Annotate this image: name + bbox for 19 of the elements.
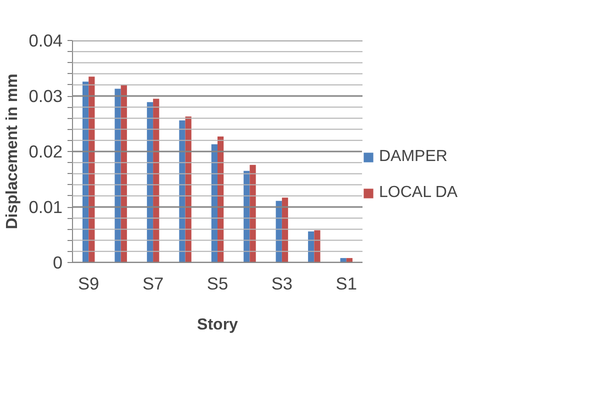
legend-label: LOCAL DA: [379, 184, 458, 202]
bar: [308, 231, 314, 262]
y-tick-label: 0.04: [28, 30, 63, 50]
y-tick-label: 0.03: [28, 86, 63, 106]
bar: [114, 88, 121, 262]
legend-label: DAMPER: [379, 148, 448, 166]
x-tick-label: S9: [78, 274, 100, 294]
x-tick-label: S3: [271, 274, 293, 294]
x-tick-label: S5: [206, 274, 228, 294]
bar: [250, 164, 256, 262]
x-axis-title: Story: [197, 316, 238, 334]
x-tick-label: S7: [142, 274, 164, 294]
y-tick-label: 0.02: [28, 142, 63, 162]
bar: [314, 230, 320, 262]
y-tick-label: 0.01: [28, 197, 63, 217]
bar: [179, 120, 186, 262]
x-tick-label: S1: [336, 274, 357, 294]
y-axis-title: Displacement in mm: [4, 74, 21, 230]
y-tick-label: 0: [52, 252, 63, 272]
